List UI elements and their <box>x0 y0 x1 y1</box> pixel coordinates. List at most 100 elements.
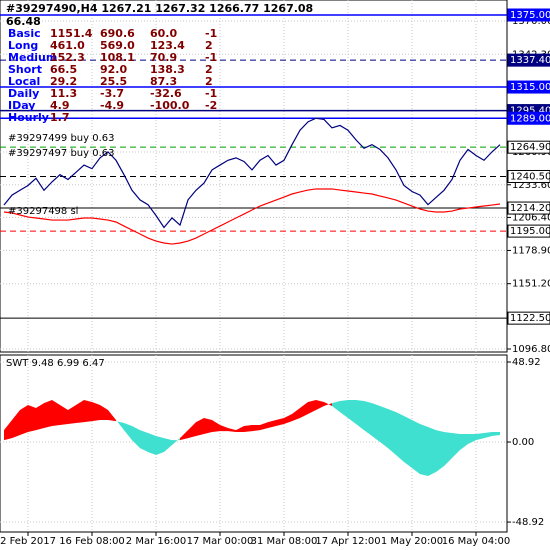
level-label: 1337.40 <box>510 55 550 66</box>
level-label-box <box>507 80 550 94</box>
info-label: Medium <box>8 51 57 64</box>
y-tick-label: 1178.90 <box>512 245 550 256</box>
level-label: 1315.00 <box>510 82 550 93</box>
info-value: 1.7 <box>50 111 70 124</box>
info-value: 2 <box>205 63 213 76</box>
band-segment <box>228 427 236 433</box>
info-value: 92.0 <box>100 63 127 76</box>
band-segment <box>436 430 444 472</box>
band-segment <box>292 408 300 422</box>
info-value: 569.0 <box>100 39 135 52</box>
band-segment <box>140 430 148 453</box>
band-segment <box>284 414 292 425</box>
band-segment <box>84 399 92 423</box>
y-tick-label: 1096.80 <box>512 344 550 355</box>
band-segment <box>492 432 500 436</box>
band-segment <box>460 434 468 451</box>
info-value: 108.1 <box>100 51 135 64</box>
info-value: 60.0 <box>150 27 177 40</box>
info-value: 690.6 <box>100 27 135 40</box>
level-label-box <box>507 8 550 22</box>
x-tick-label: 17 Mar 00:00 <box>187 536 254 547</box>
level-label: 1289.00 <box>510 113 550 124</box>
band-segment <box>372 403 380 443</box>
band-segment <box>132 425 140 449</box>
band-segment <box>108 409 116 422</box>
annotation: #39297499 buy 0.63 <box>8 133 115 144</box>
info-value: -1 <box>205 87 217 100</box>
x-tick-label: 16 May 04:00 <box>442 536 511 547</box>
info-value: 2 <box>205 75 213 88</box>
header-value: 66.48 <box>6 15 41 28</box>
indicator-title: SWT 9.48 6.99 6.47 <box>6 358 105 369</box>
level-label-box <box>507 53 550 67</box>
info-value: 87.3 <box>150 75 177 88</box>
info-value: -1 <box>205 27 217 40</box>
band-segment <box>476 433 484 441</box>
info-value: -1 <box>205 51 217 64</box>
band-segment <box>276 417 284 426</box>
level-label: 1240.50 <box>510 171 550 182</box>
info-value: -32.6 <box>150 87 182 100</box>
band-segment <box>324 401 332 407</box>
level-label-box <box>507 224 550 238</box>
level-label: 1264.90 <box>510 142 550 153</box>
band-segment <box>156 435 164 455</box>
band-segment <box>148 433 156 455</box>
band-segment <box>356 399 364 431</box>
info-value: 1151.4 <box>50 27 93 40</box>
x-tick-label: 2 Feb 2017 <box>0 536 56 547</box>
band-segment <box>28 405 36 433</box>
band-segment <box>220 425 228 432</box>
band-segment <box>340 399 348 418</box>
band-segment <box>244 425 252 433</box>
band-segment <box>252 425 260 432</box>
band-segment <box>420 424 428 477</box>
y-tick-label: 1233.60 <box>512 180 550 191</box>
band-segment <box>164 438 172 453</box>
band-segment <box>300 401 308 418</box>
info-box: #39297490,H4 1267.21 1267.32 1266.77 126… <box>6 2 313 124</box>
info-value: -4.9 <box>100 99 124 112</box>
info-value: -100.0 <box>150 99 190 112</box>
info-value: 138.3 <box>150 63 185 76</box>
info-value: -3.7 <box>100 87 124 100</box>
band-segment <box>196 417 204 436</box>
band-segment <box>52 399 60 426</box>
band-segment <box>388 408 396 455</box>
info-value: 2 <box>205 39 213 52</box>
level-label: 1195.00 <box>510 226 550 237</box>
x-tick-label: 17 Apr 12:00 <box>315 536 380 547</box>
level-label-box <box>507 169 550 183</box>
x-tick-label: 16 Feb 08:00 <box>59 536 125 547</box>
info-value: 25.5 <box>100 75 127 88</box>
band-segment <box>212 419 220 433</box>
band-segment <box>4 419 12 441</box>
y-tick-label: -48.92 <box>512 517 544 528</box>
band-segment <box>76 399 84 424</box>
band-segment <box>428 426 436 477</box>
info-value: 4.9 <box>50 99 70 112</box>
band-segment <box>188 422 196 439</box>
band-segment <box>452 433 460 459</box>
band-segment <box>36 403 44 431</box>
info-label: Local <box>8 75 40 88</box>
band-segment <box>468 434 476 444</box>
info-value: 11.3 <box>50 87 77 100</box>
info-label: Short <box>8 63 42 76</box>
band-segment <box>20 405 28 435</box>
info-label: Daily <box>8 87 39 100</box>
band-segment <box>260 422 268 431</box>
level-label: 1122.50 <box>510 313 550 324</box>
band-segment <box>364 400 372 436</box>
x-tick-label: 2 Mar 16:00 <box>126 536 186 547</box>
info-value: 152.3 <box>50 51 85 64</box>
band-segment <box>44 399 52 428</box>
band-segment <box>124 423 132 441</box>
series-line <box>3 117 501 229</box>
band-segment <box>236 425 244 433</box>
band-segment <box>204 417 212 435</box>
header-title: #39297490,H4 1267.21 1267.32 1266.77 126… <box>6 2 313 15</box>
y-tick-label: 48.92 <box>512 357 541 368</box>
